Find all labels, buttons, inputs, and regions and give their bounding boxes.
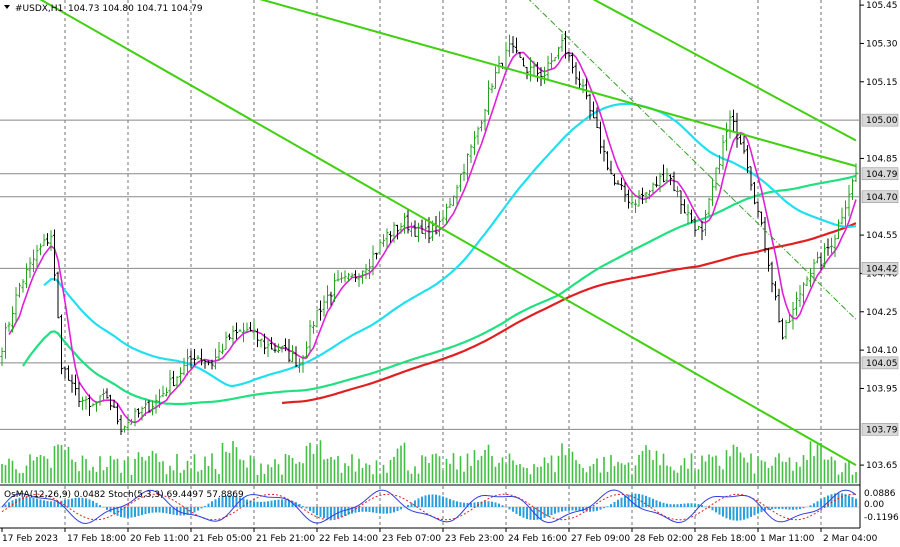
oscillator-scale-label: 0.00 <box>864 500 884 510</box>
oscillator-scale-label: 0.0886 <box>864 489 896 499</box>
level-label: 105.00 <box>866 116 898 126</box>
y-tick-label: 105.15 <box>866 78 898 88</box>
y-tick-label: 104.55 <box>866 231 898 241</box>
sma-long-line <box>281 222 857 405</box>
y-tick-label: 105.30 <box>866 39 898 49</box>
x-tick-label: 23 Feb 07:00 <box>382 534 441 544</box>
x-tick-label: 21 Feb 21:00 <box>256 534 315 544</box>
volume-histogram <box>1 440 857 483</box>
level-label: 103.79 <box>866 425 898 435</box>
x-tick-label: 21 Feb 05:00 <box>193 534 252 544</box>
channel-lines <box>39 0 857 466</box>
x-tick-label: 27 Feb 09:00 <box>571 534 630 544</box>
ohlc-values: 104.73 104.80 104.71 104.79 <box>68 4 203 14</box>
dropdown-triangle-icon[interactable] <box>4 5 10 9</box>
oscillator-label: OsMA(12,26,9) 0.0482 Stoch(5,3,3) 69.449… <box>4 490 244 500</box>
y-tick-label: 103.95 <box>866 384 898 394</box>
x-tick-label: 22 Feb 14:00 <box>319 534 378 544</box>
x-tick-label: 17 Feb 2023 <box>2 534 58 544</box>
level-label-box <box>861 423 899 436</box>
oscillator-scale-label: -0.1196 <box>864 513 899 523</box>
oscillator-panel <box>0 489 860 525</box>
x-tick-label: 23 Feb 23:00 <box>445 534 504 544</box>
y-tick-label: 104.10 <box>866 346 898 356</box>
x-tick-label: 28 Feb 18:00 <box>697 534 756 544</box>
x-tick-label: 2 Mar 04:00 <box>823 534 878 544</box>
channel-line <box>592 0 857 142</box>
level-label-box <box>861 190 899 204</box>
y-tick-label: 103.65 <box>866 461 898 471</box>
channel-line <box>39 0 857 466</box>
x-tick-label: 20 Feb 11:00 <box>130 534 189 544</box>
level-label-box <box>861 356 899 370</box>
level-label: 104.05 <box>866 359 898 369</box>
x-tick-label: 24 Feb 16:00 <box>508 534 567 544</box>
level-label: 104.70 <box>866 193 898 203</box>
y-tick-label: 105.45 <box>866 1 898 11</box>
channel-line <box>259 0 857 168</box>
level-label-box <box>861 113 899 127</box>
sma-mid-line <box>43 102 857 388</box>
y-tick-label: 104.85 <box>866 154 898 164</box>
level-label: 104.42 <box>866 264 898 274</box>
chart-header: #USDX,H1 104.73 104.80 104.71 104.79 <box>4 4 203 14</box>
x-tick-label: 17 Feb 18:00 <box>67 534 126 544</box>
level-lines <box>0 119 860 430</box>
x-tick-label: 1 Mar 11:00 <box>760 534 815 544</box>
stoch-main-line <box>1 489 857 525</box>
level-label-box <box>861 167 899 181</box>
x-tick-label: 28 Feb 02:00 <box>634 534 693 544</box>
level-label: 104.79 <box>866 170 898 180</box>
symbol-label: #USDX,H1 <box>15 4 63 14</box>
price-bars <box>0 31 858 435</box>
y-tick-label: 104.25 <box>866 308 898 318</box>
level-label-box <box>861 262 899 275</box>
